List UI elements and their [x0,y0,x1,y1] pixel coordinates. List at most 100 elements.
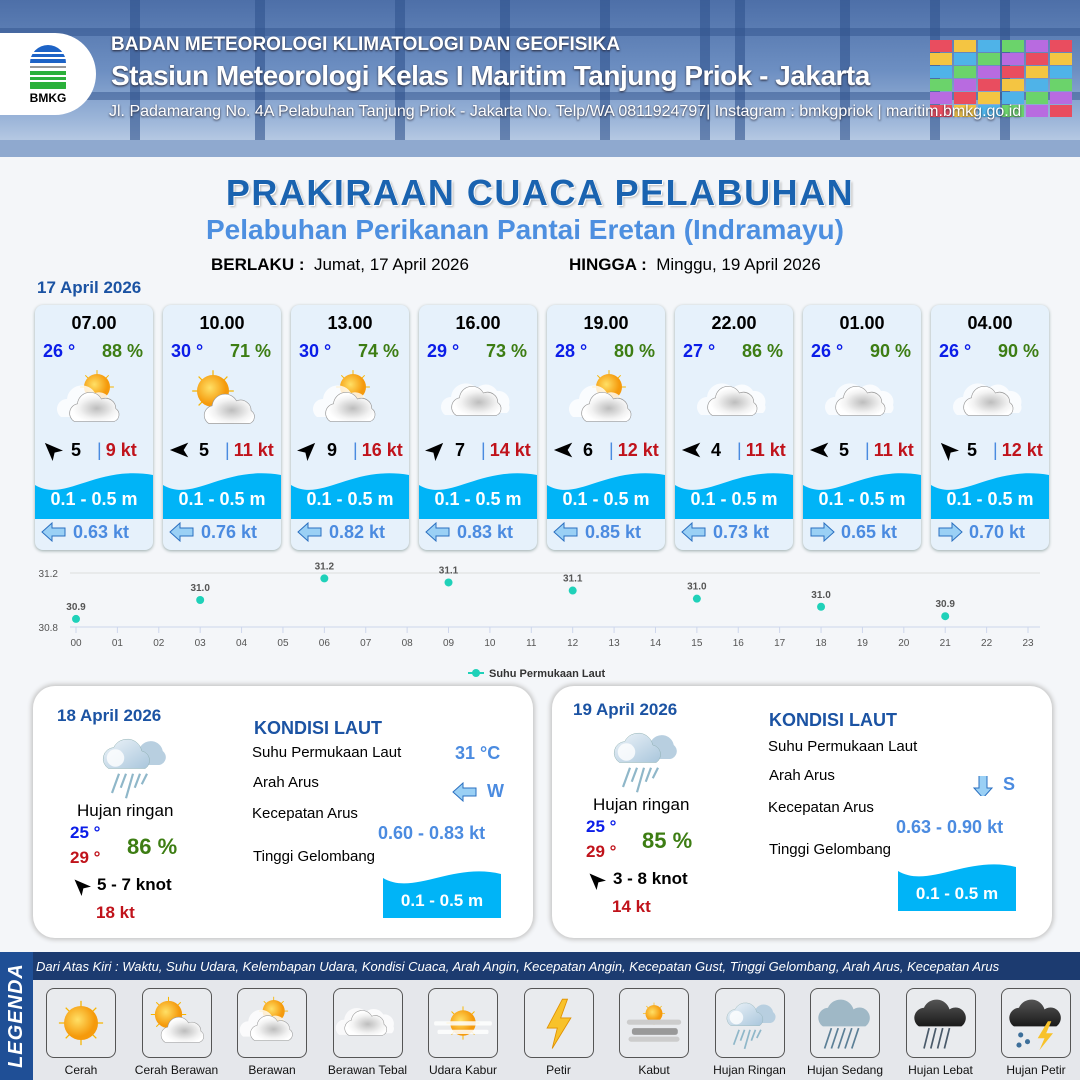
current-direction-arrow-icon [681,522,706,542]
banner-decoration [954,40,976,52]
wave-height: 0.1 - 0.5 m [178,489,266,509]
wind-range: 3 - 8 knot [613,869,688,888]
banner-decoration [978,79,1000,91]
berawan-icon [695,369,775,433]
current-direction: W [487,781,504,801]
x-tick-label: 02 [153,638,165,649]
current-direction-arrow-icon [169,522,194,542]
wind-direction-arrow-icon [425,442,444,461]
current-direction-arrow-icon [810,522,835,542]
banner-decoration [1026,66,1048,78]
daily-humidity: 86 % [127,834,178,859]
banner-decoration [0,92,1080,100]
hujan-petir-icon [1009,999,1061,1051]
forecast-card: 19.00 28 ° 80 % 6 | 12 kt 0.1 - 0.5 m 0.8… [547,305,665,550]
x-tick-label: 09 [443,638,455,649]
wave-icon [291,473,409,519]
air-temperature: 28 ° [555,341,588,361]
port-name: Pelabuhan Perikanan Pantai Eretan (Indra… [206,214,844,245]
current-direction-label: Arah Arus [769,767,835,784]
daily-wave-height: 0.1 - 0.5 m [915,884,999,903]
banner-decoration [930,53,952,65]
gust-speed: | 12 kt [609,440,659,460]
humidity: 71 % [229,341,271,361]
y-tick-label: 30.8 [39,623,59,634]
banner-decoration [1002,66,1024,78]
valid-to-date: Minggu, 19 April 2026 [656,255,821,274]
wind-speed: 5 [199,440,210,460]
banner-decoration [954,105,976,117]
banner-decoration [1026,92,1048,104]
wave-height: 0.1 - 0.5 m [306,489,394,509]
x-tick-label: 03 [195,638,207,649]
gust-value: 9 kt [105,440,137,460]
wave-icon [383,871,501,918]
legend-item-label: Hujan Petir [1006,1063,1066,1077]
wind-direction-arrow-icon [74,879,91,896]
wind-speed: 6 [583,440,594,460]
legend-side: LEGENDA [0,952,33,1080]
data-point [72,614,80,623]
bmkg-logo-icon [28,45,68,89]
wave-height: 0.1 - 0.5 m [818,489,906,509]
air-temperature: 30 ° [171,341,204,361]
banner-decoration [930,79,952,91]
forecast-card: 22.00 27 ° 86 % 4 | 11 kt 0.1 - 0.5 m 0.7… [675,305,793,550]
wave-icon [419,473,537,519]
gust-speed: | 14 kt [481,440,531,460]
current-direction-arrow-icon [297,522,322,542]
valid-from-date: Jumat, 17 April 2026 [313,255,469,274]
legend: LEGENDA Dari Atas Kiri : Waktu, Suhu Uda… [0,952,1080,1080]
banner-decoration [1050,79,1072,91]
current-speed: 0.65 kt [841,522,898,542]
wind-speed: 7 [455,440,466,460]
legend-item-cerah-berawan-strong [141,988,212,1058]
valid-from-label: BERLAKU : [211,255,305,274]
sea-surface-temperature-chart: 30.8 31.2 00 01 02 03 04 05 06 07 08 09 10 11 12 13 14 15… [39,561,1040,680]
humidity: 86 % [741,341,783,361]
banner-decoration [1002,53,1024,65]
legend-item-label: Hujan Sedang [806,1063,884,1077]
temperature-min: 25 ° [586,817,617,836]
wave-icon [547,473,665,519]
humidity: 90 % [997,341,1039,361]
legend-item-kabut [619,988,689,1058]
berawan-icon [951,369,1031,433]
wind-direction-arrow-icon [809,442,829,458]
sst-label: Suhu Permukaan Laut [768,738,918,755]
banner-decoration [1050,53,1072,65]
x-tick-label: 00 [70,638,82,649]
temperature-min: 25 ° [70,823,101,842]
banner-decoration [954,53,976,65]
x-tick-label: 07 [360,638,372,649]
x-tick-label: 15 [691,638,703,649]
current-direction: S [1003,774,1016,794]
bmkg-logo: BMKG [0,33,96,115]
current-direction-arrow-icon [553,522,578,542]
current-speed: 0.63 kt [73,522,130,542]
banner-decoration [1026,105,1048,117]
banner-decoration [1050,66,1072,78]
banner-decoration [1002,79,1024,91]
data-label: 31.0 [190,583,210,594]
hujan-ringan-icon [604,724,684,794]
y-tick-label: 31.2 [39,569,59,580]
banner-decoration [0,140,1080,157]
banner-decoration [930,40,952,52]
valid-to: HINGGA : Minggu, 19 April 2026 [569,255,821,275]
data-point [196,596,205,604]
forecast-card: 13.00 30 ° 74 % 9 | 16 kt 0.1 - 0.5 m 0.8… [291,305,409,550]
air-temperature: 26 ° [939,341,972,361]
current-speed-label: Kecepatan Arus [252,805,358,822]
banner-decoration [840,0,850,157]
data-label: 31.0 [811,590,831,601]
berawan-icon [334,989,402,1057]
x-tick-label: 14 [650,638,662,649]
x-tick-label: 13 [609,638,621,649]
wave-icon [898,864,1016,911]
sea-condition-title: KONDISI LAUT [254,718,382,738]
current-speed: 0.82 kt [329,522,386,542]
current-speed: 0.85 kt [585,522,642,542]
cerah-icon [47,989,115,1057]
gust-speed: | 16 kt [353,440,403,460]
